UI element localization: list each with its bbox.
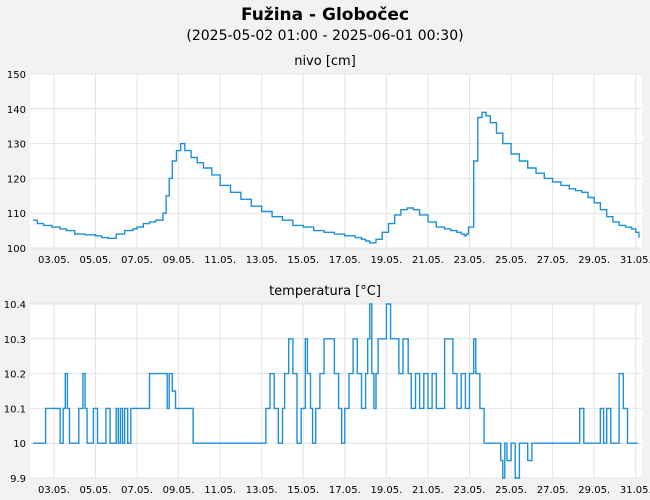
x-tick-label: 09.05. — [163, 255, 195, 266]
y-tick-label: 10 — [13, 439, 26, 450]
y-tick-label: 150 — [7, 70, 26, 81]
x-tick-label: 03.05. — [38, 255, 70, 266]
x-tick-label: 31.05. — [620, 485, 650, 496]
y-tick-label: 100 — [7, 244, 26, 255]
x-tick-label: 25.05. — [495, 255, 527, 266]
x-tick-label: 17.05. — [329, 485, 361, 496]
x-tick-label: 31.05. — [620, 255, 650, 266]
panel-1-title: nivo [cm] — [294, 54, 356, 69]
x-tick-label: 17.05. — [329, 255, 361, 266]
x-tick-label: 19.05. — [370, 485, 402, 496]
x-tick-label: 05.05. — [80, 255, 112, 266]
panel-1: 03.05. 05.05. 07.05. 09.05. 11.05. 13.05. 15.0… — [7, 70, 650, 266]
y-tick-label: 140 — [7, 105, 26, 116]
y-tick-label: 10.1 — [4, 404, 26, 415]
x-tick-label: 27.05. — [537, 255, 569, 266]
plot-area — [30, 304, 642, 478]
y-tick-label: 9.9 — [10, 474, 26, 485]
x-tick-label: 11.05. — [204, 485, 236, 496]
y-tick-label: 120 — [7, 174, 26, 185]
y-tick-label: 10.4 — [4, 300, 26, 311]
x-tick-label: 15.05. — [287, 485, 319, 496]
x-tick-label: 11.05. — [204, 255, 236, 266]
x-tick-label: 21.05. — [412, 255, 444, 266]
x-tick-label: 29.05. — [578, 255, 610, 266]
x-tick-label: 15.05. — [287, 255, 319, 266]
y-tick-label: 130 — [7, 140, 26, 151]
x-tick-label: 23.05. — [454, 485, 486, 496]
x-tick-label: 13.05. — [246, 485, 278, 496]
panel-2: 03.05. 05.05. 07.05. 09.05. 11.05. 13.05. 15.0… — [4, 300, 650, 496]
y-tick-label: 10.3 — [4, 335, 26, 346]
x-tick-label: 05.05. — [80, 485, 112, 496]
series-line — [33, 111, 640, 244]
y-tick-label: 110 — [7, 209, 26, 220]
plot-area — [30, 74, 642, 248]
x-tick-label: 03.05. — [38, 485, 70, 496]
x-tick-label: 27.05. — [537, 485, 569, 496]
x-tick-label: 13.05. — [246, 255, 278, 266]
x-tick-label: 29.05. — [578, 485, 610, 496]
panel-2-title: temperatura [°C] — [269, 284, 381, 299]
x-tick-label: 25.05. — [495, 485, 527, 496]
x-tick-label: 07.05. — [121, 255, 153, 266]
x-tick-label: 19.05. — [370, 255, 402, 266]
series-line — [33, 303, 638, 479]
chart-subtitle: (2025-05-02 01:00 - 2025-06-01 00:30) — [186, 28, 463, 44]
x-tick-label: 21.05. — [412, 485, 444, 496]
y-tick-label: 10.2 — [4, 370, 26, 381]
chart-title: Fužina - Globočec — [241, 5, 409, 25]
x-tick-label: 09.05. — [163, 485, 195, 496]
x-tick-label: 07.05. — [121, 485, 153, 496]
x-tick-label: 23.05. — [454, 255, 486, 266]
